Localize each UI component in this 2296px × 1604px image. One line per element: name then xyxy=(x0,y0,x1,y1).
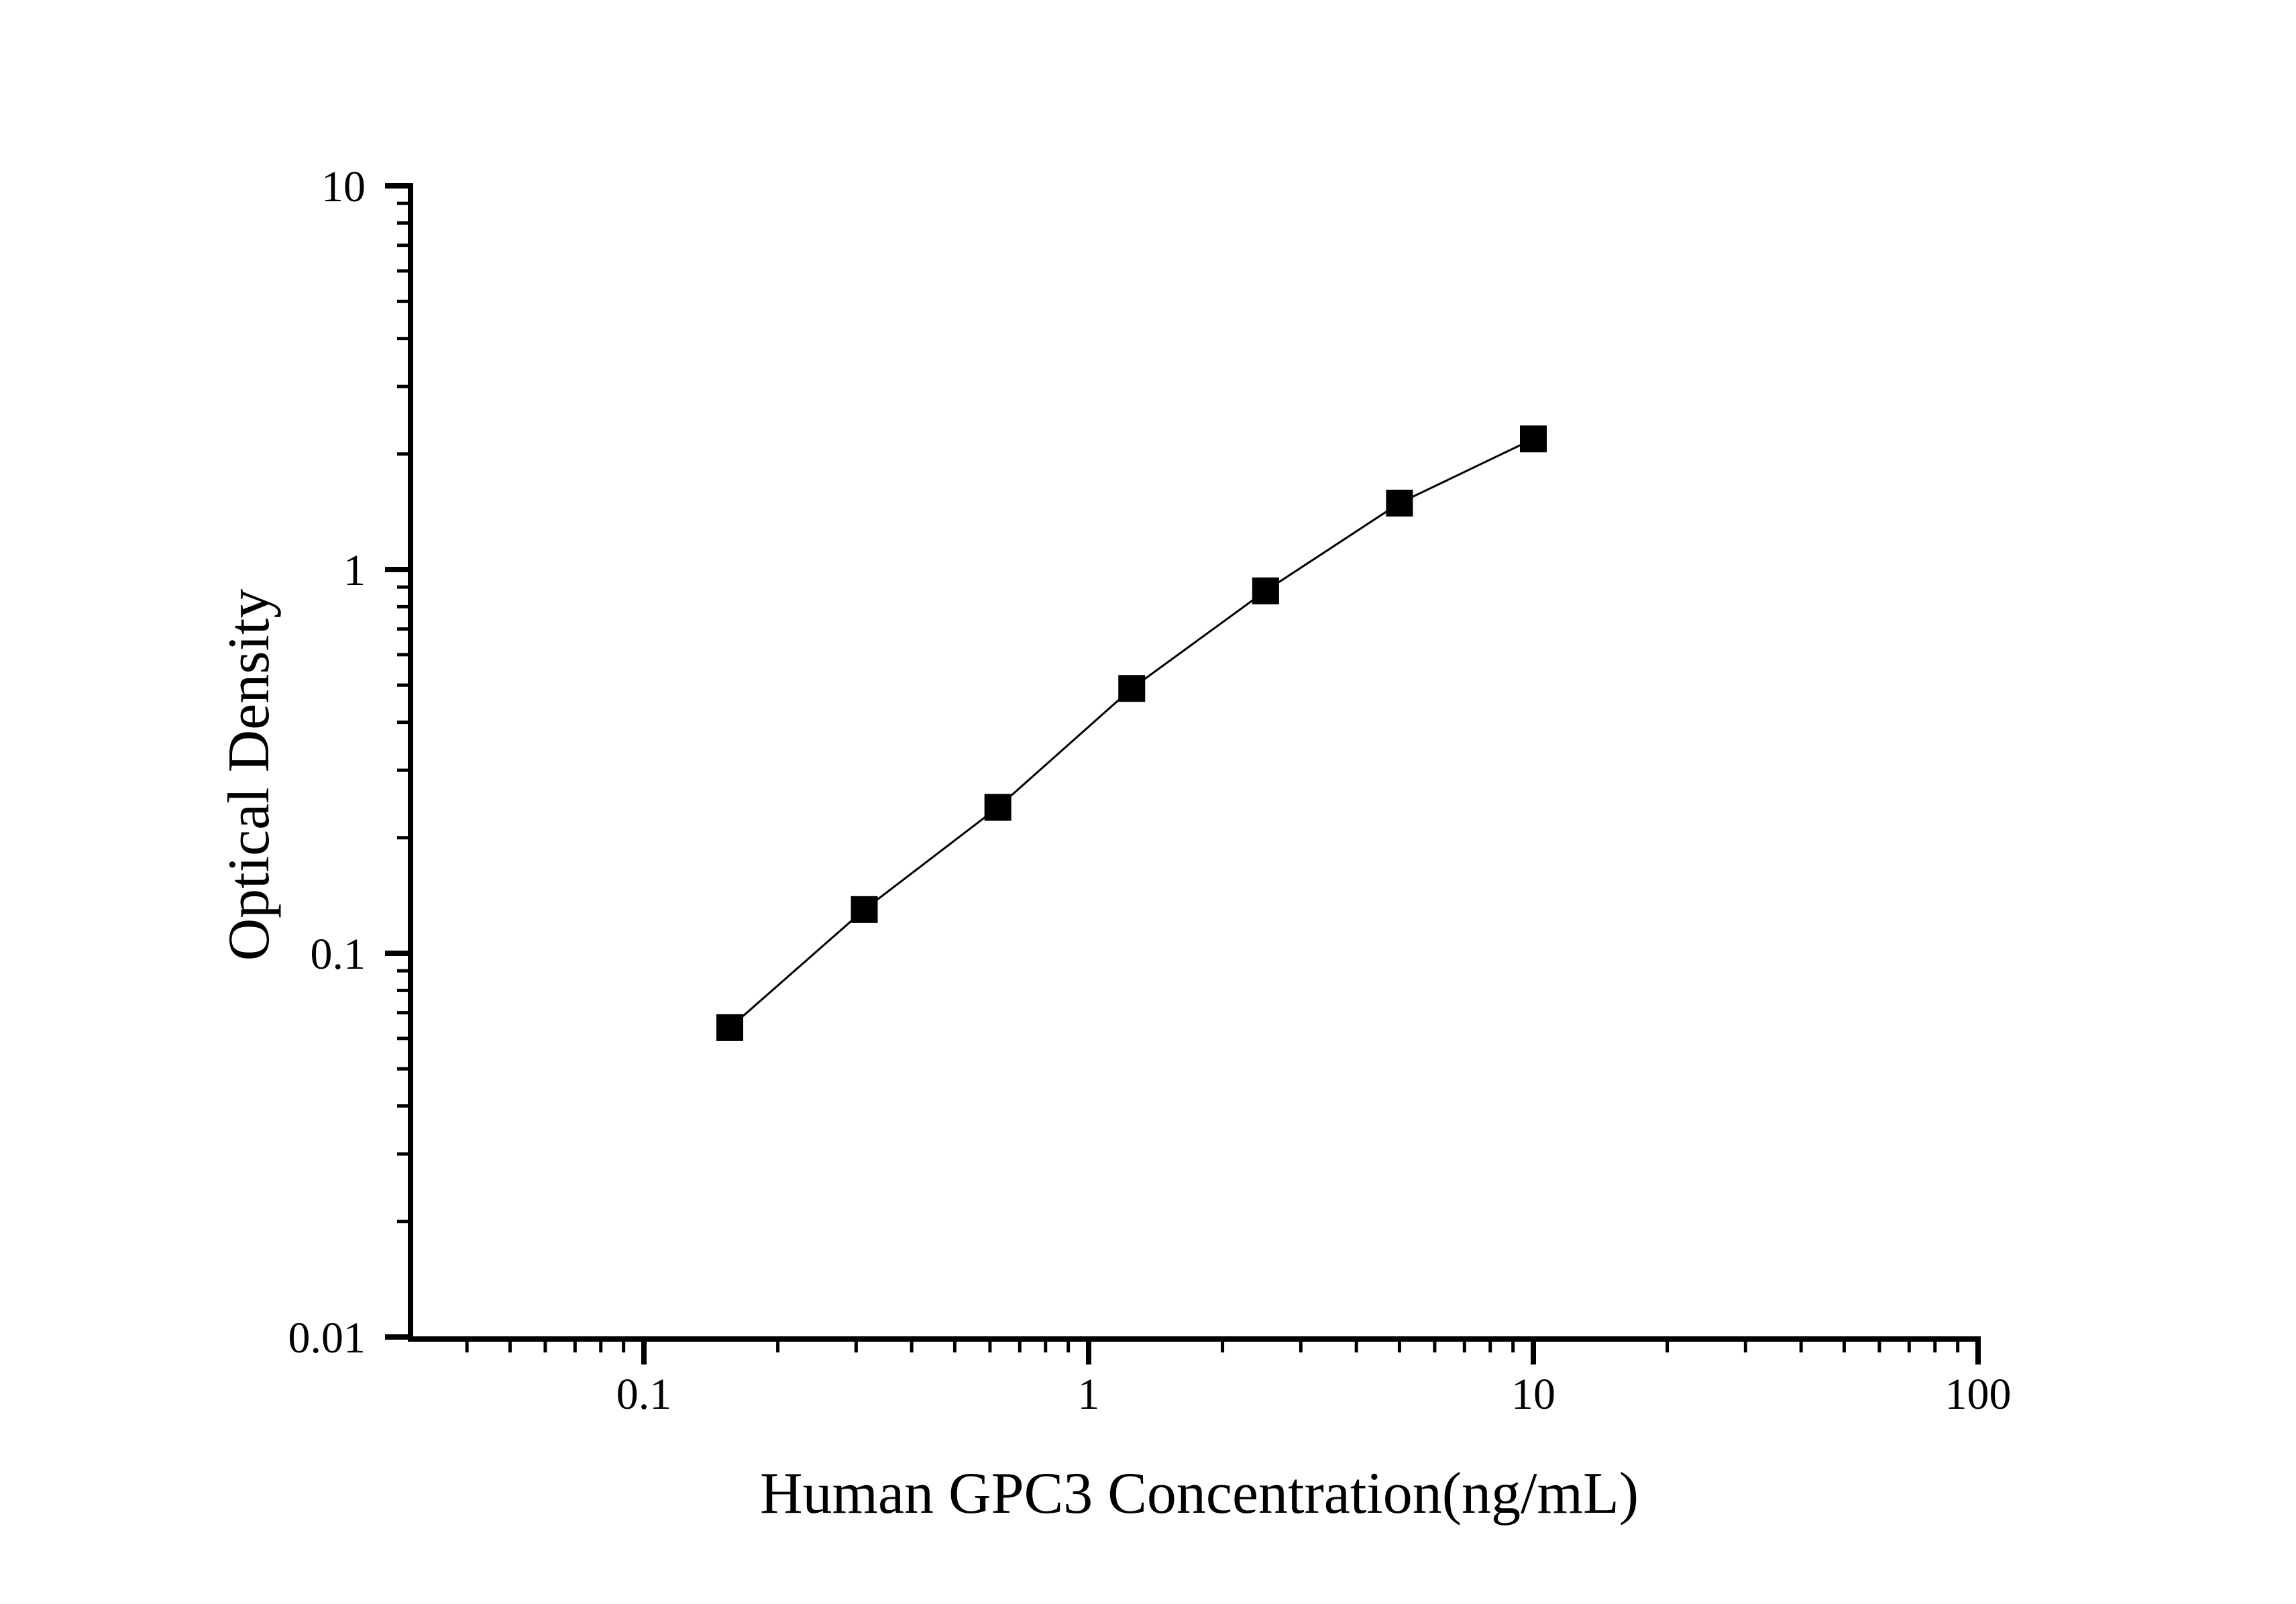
y-tick-label: 0.01 xyxy=(288,1314,366,1362)
data-point-marker xyxy=(1520,425,1547,453)
series-line xyxy=(729,437,1534,1028)
tick-marks xyxy=(385,183,1981,1365)
x-axis-title: Human GPC3 Concentration(ng/mL) xyxy=(760,1461,1639,1526)
tick-labels: 0.1 1 10 100 10 1 0.1 0.01 xyxy=(288,162,2012,1419)
axes xyxy=(408,183,1981,1342)
y-tick-label: 1 xyxy=(343,546,366,595)
x-tick-label: 0.1 xyxy=(616,1370,672,1419)
y-axis-title: Optical Density xyxy=(217,589,282,961)
data-point-marker xyxy=(984,794,1012,821)
data-point-marker xyxy=(716,1014,744,1041)
y-tick-label: 10 xyxy=(321,162,366,211)
data-point-marker xyxy=(851,896,878,923)
x-tick-label: 1 xyxy=(1078,1370,1100,1419)
data-point-marker xyxy=(1386,489,1413,517)
y-tick-label: 0.1 xyxy=(311,930,366,979)
x-tick-label: 10 xyxy=(1511,1370,1555,1419)
data-point-marker xyxy=(1252,577,1279,604)
data-point-marker xyxy=(1118,675,1146,702)
x-tick-label: 100 xyxy=(1945,1370,2012,1419)
data-series xyxy=(716,425,1547,1041)
